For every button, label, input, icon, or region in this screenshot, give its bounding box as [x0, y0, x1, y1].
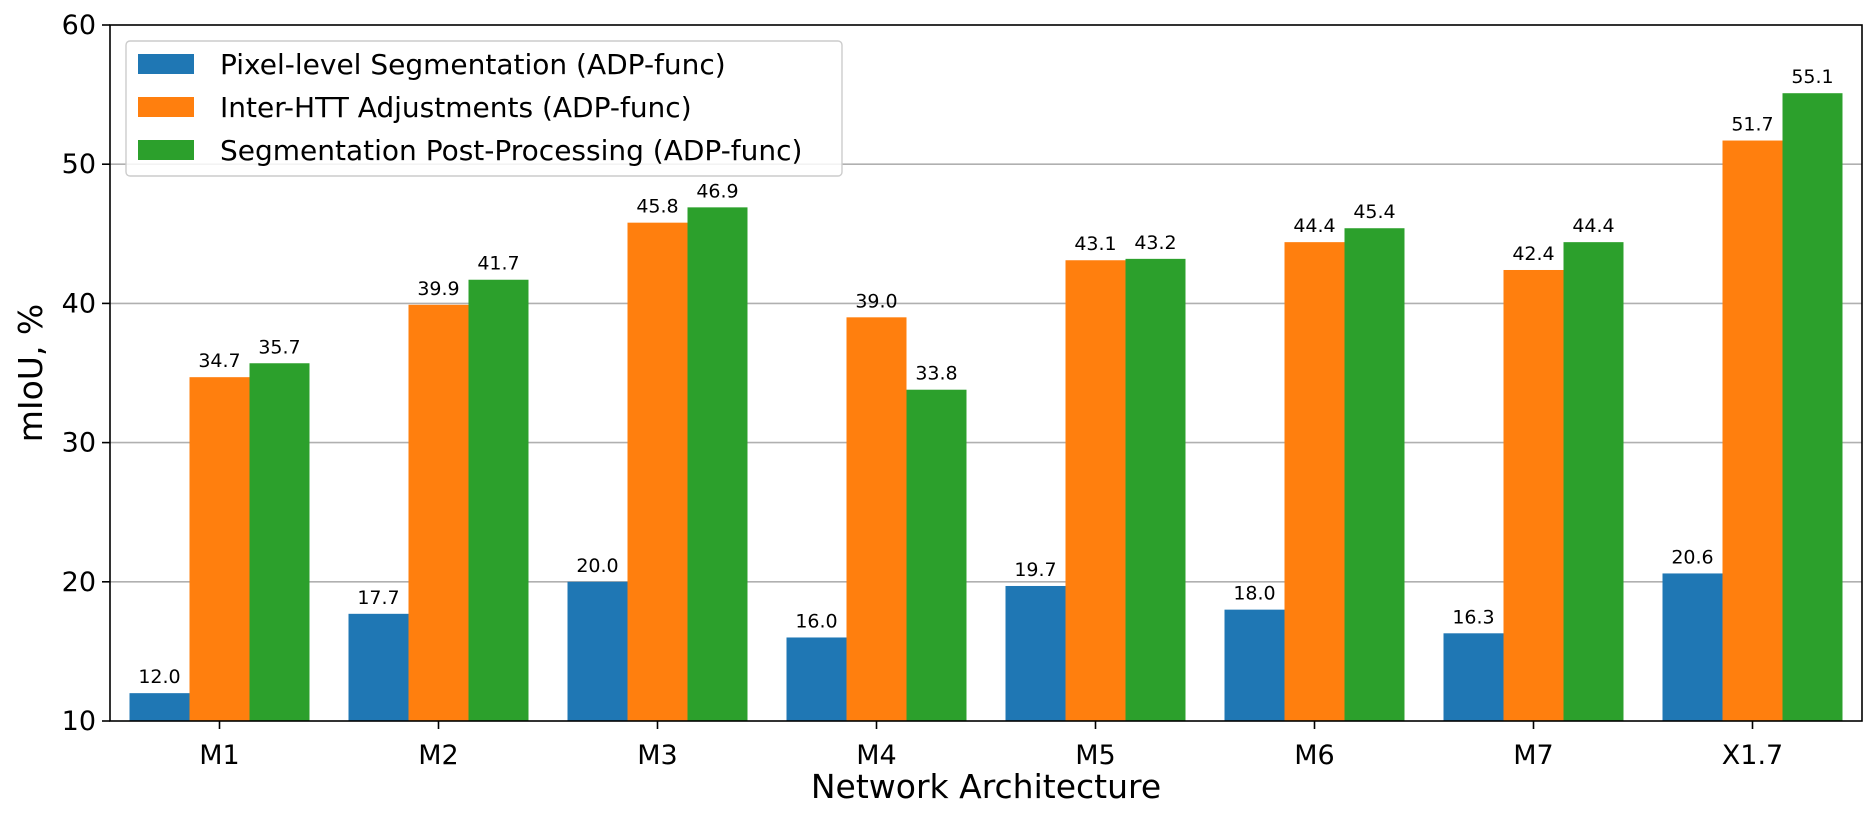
y-tick-label: 60	[62, 10, 96, 41]
legend-label: Inter-HTT Adjustments (ADP-func)	[220, 91, 692, 124]
y-axis-ticks: 10 20 30 40 50 60	[62, 10, 110, 737]
bar	[786, 637, 847, 721]
bar	[408, 304, 469, 721]
x-tick-label: M5	[1075, 740, 1115, 771]
y-tick-label: 30	[62, 428, 96, 459]
data-label: 43.2	[1134, 232, 1176, 254]
bar	[1662, 573, 1723, 721]
x-tick-label: M1	[199, 740, 239, 771]
data-label: 20.0	[576, 555, 618, 577]
y-axis-title: mIoU, %	[11, 304, 50, 443]
x-tick-label: X1.7	[1722, 740, 1783, 771]
data-label: 12.0	[138, 666, 180, 688]
data-label: 39.9	[417, 278, 459, 300]
bar	[189, 377, 250, 721]
bar	[1125, 258, 1186, 721]
bar	[1284, 242, 1345, 722]
data-label: 17.7	[357, 587, 399, 609]
data-label: 16.3	[1452, 606, 1494, 628]
x-tick-label: M7	[1513, 740, 1553, 771]
legend-swatch	[138, 140, 194, 160]
data-label: 19.7	[1014, 559, 1056, 581]
legend-box	[125, 40, 843, 177]
legend: Pixel-level Segmentation (ADP-func) Inter…	[125, 40, 843, 177]
x-tick-label: M3	[637, 740, 677, 771]
bar	[468, 279, 529, 721]
data-label: 34.7	[198, 350, 240, 372]
data-labels: 12.0 34.7 35.7 17.7 39.9 41.7 20.0 45.8 46.9 16.0…	[138, 66, 1833, 688]
x-tick-label: M2	[418, 740, 458, 771]
data-label: 46.9	[696, 180, 738, 202]
data-label: 44.4	[1293, 215, 1335, 237]
x-tick-label: M4	[856, 740, 896, 771]
bar	[1782, 93, 1843, 721]
y-tick-label: 50	[62, 149, 96, 180]
bar	[567, 581, 628, 721]
y-tick-label: 20	[62, 567, 96, 598]
bar	[846, 317, 907, 721]
bar	[1005, 585, 1066, 721]
bar	[627, 222, 688, 721]
data-label: 33.8	[915, 363, 957, 385]
x-axis-ticks: M1 M2 M3 M4 M5 M6 M7 X1.7	[199, 721, 1783, 771]
data-label: 16.0	[795, 610, 837, 632]
legend-swatch	[138, 54, 194, 74]
data-label: 55.1	[1791, 66, 1833, 88]
legend-label: Pixel-level Segmentation (ADP-func)	[220, 48, 726, 81]
bar	[249, 363, 310, 721]
data-label: 41.7	[477, 253, 519, 275]
bar	[1563, 242, 1624, 722]
bars	[129, 93, 1843, 722]
data-label: 20.6	[1671, 546, 1713, 568]
bar	[348, 613, 409, 721]
bar	[1503, 269, 1564, 721]
data-label: 43.1	[1074, 233, 1116, 255]
bar	[1344, 228, 1405, 721]
data-label: 44.4	[1572, 215, 1614, 237]
legend-swatch	[138, 97, 194, 117]
data-label: 39.0	[855, 290, 897, 312]
y-tick-label: 10	[62, 706, 96, 737]
data-label: 42.4	[1512, 243, 1554, 265]
data-label: 51.7	[1731, 114, 1773, 136]
bar	[906, 389, 967, 721]
bar	[1224, 609, 1285, 721]
bar	[687, 207, 748, 722]
legend-label: Segmentation Post-Processing (ADP-func)	[220, 134, 802, 167]
bar	[1443, 633, 1504, 721]
bar	[129, 693, 190, 721]
bar	[1722, 140, 1783, 721]
data-label: 45.8	[636, 196, 678, 218]
plot-frame	[109, 24, 1863, 722]
data-label: 35.7	[258, 336, 300, 358]
y-tick-label: 40	[62, 288, 96, 319]
data-label: 45.4	[1353, 201, 1395, 223]
x-tick-label: M6	[1294, 740, 1334, 771]
data-label: 18.0	[1233, 583, 1275, 605]
x-axis-title: Network Architecture	[811, 767, 1161, 806]
bar	[1065, 260, 1126, 721]
